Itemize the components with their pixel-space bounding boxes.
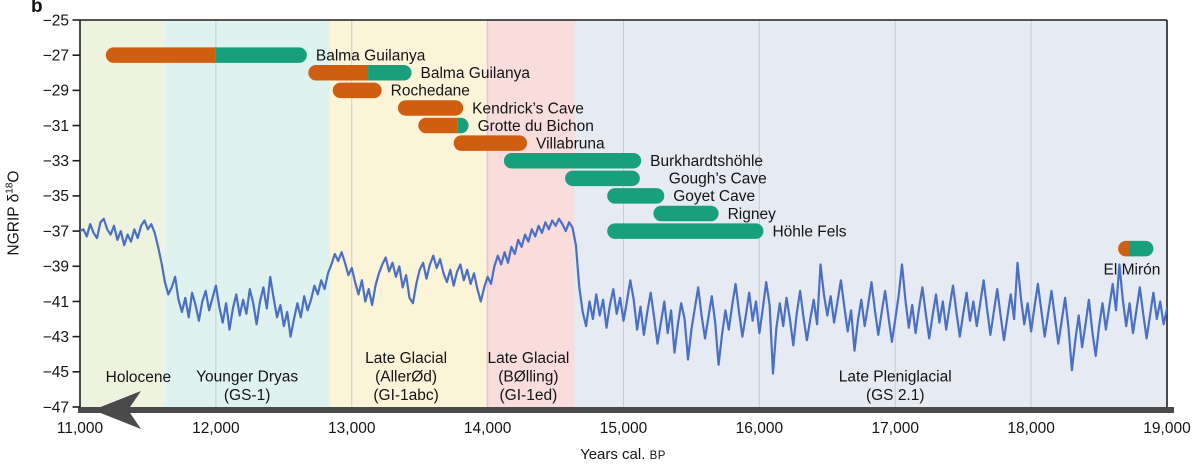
y-tick-label: −37	[43, 223, 69, 240]
site-bar-left-segment	[1118, 240, 1129, 257]
x-tick-label: 14,000	[464, 420, 512, 437]
site-label: Höhle Fels	[772, 223, 846, 240]
period-label: (GI-1ed)	[500, 387, 558, 404]
x-axis-title-unit: BP	[649, 450, 666, 462]
site-bar	[565, 170, 640, 187]
site-label: Grotte du Bichon	[478, 118, 594, 135]
period-label: (GI-1abc)	[373, 387, 438, 404]
y-tick-label: −41	[43, 294, 69, 311]
x-axis-title: Years cal. BP	[580, 446, 666, 463]
y-tick-label: −25	[43, 12, 69, 29]
y-axis-title-text: NGRIP δ	[5, 193, 23, 256]
site-label: Villabruna	[536, 135, 605, 152]
period-band	[486, 20, 575, 407]
site-bar-right-segment	[1128, 240, 1154, 257]
site-label: El Mirón	[1104, 262, 1161, 279]
time-direction-arrow-icon	[93, 391, 141, 429]
site-bar	[453, 135, 528, 151]
y-axis-title-superscript: 18	[4, 182, 16, 194]
y-tick-label: −45	[43, 364, 69, 381]
period-band	[164, 20, 331, 407]
site-bar	[607, 223, 764, 239]
x-tick-label: 13,000	[328, 420, 376, 437]
x-axis-title-text: Years cal.	[580, 446, 650, 463]
panel-label: b	[31, 0, 43, 17]
site-bar-right-segment	[457, 117, 469, 134]
y-axis-title: NGRIP δ18O	[4, 171, 23, 256]
x-tick-label: 19,000	[1143, 420, 1191, 437]
site-bar	[503, 152, 642, 169]
period-label: Late Pleniglacial	[839, 369, 952, 386]
y-tick-label: −27	[43, 47, 69, 64]
period-label: Younger Dryas	[196, 369, 298, 386]
period-label: (AllerØd)	[375, 369, 437, 386]
y-axis-title-suffix: O	[5, 170, 23, 183]
site-label: Rigney	[728, 206, 776, 223]
y-tick-label: −39	[43, 259, 69, 276]
site-bar-right-segment	[368, 65, 412, 81]
site-bar	[332, 82, 382, 99]
period-label: (GS 2.1)	[866, 387, 925, 404]
site-bar-left-segment	[308, 65, 369, 81]
y-tick-label: −29	[43, 83, 69, 100]
x-tick-label: 11,000	[57, 420, 104, 437]
x-tick-label: 16,000	[736, 420, 784, 437]
y-tick-label: −35	[43, 188, 69, 205]
period-label: Holocene	[106, 369, 172, 386]
site-label: Burkhardtshöhle	[650, 153, 763, 170]
ngrip-line	[80, 217, 1167, 375]
x-tick-label: 18,000	[1007, 420, 1055, 437]
x-tick-label: 17,000	[872, 420, 920, 437]
period-label: (GS-1)	[224, 387, 271, 404]
site-label: Balma Guilanya	[421, 65, 531, 82]
period-label: Late Glacial	[487, 350, 569, 367]
site-label: Kendrick’s Cave	[472, 100, 584, 117]
x-tick-label: 15,000	[600, 420, 648, 437]
x-tick-label: 12,000	[192, 420, 240, 437]
site-bar	[607, 188, 665, 204]
site-label: Balma Guilanya	[316, 47, 426, 64]
site-bar-left-segment	[105, 47, 216, 63]
x-axis-line	[78, 407, 1174, 413]
period-band	[80, 20, 165, 407]
site-bar-left-segment	[418, 117, 458, 134]
site-label: Rochedane	[391, 83, 470, 100]
y-tick-label: −31	[43, 118, 69, 135]
y-tick-label: −33	[43, 153, 69, 170]
site-bar-right-segment	[215, 47, 307, 63]
y-tick-label: −43	[43, 329, 69, 346]
site-label: Gough’s Cave	[669, 171, 767, 188]
site-label: Goyet Cave	[673, 188, 755, 205]
period-label: (BØlling)	[498, 369, 558, 386]
y-tick-label: −47	[43, 399, 69, 416]
period-label: Late Glacial	[365, 350, 447, 367]
site-bar	[653, 205, 719, 222]
site-bar	[397, 100, 464, 116]
